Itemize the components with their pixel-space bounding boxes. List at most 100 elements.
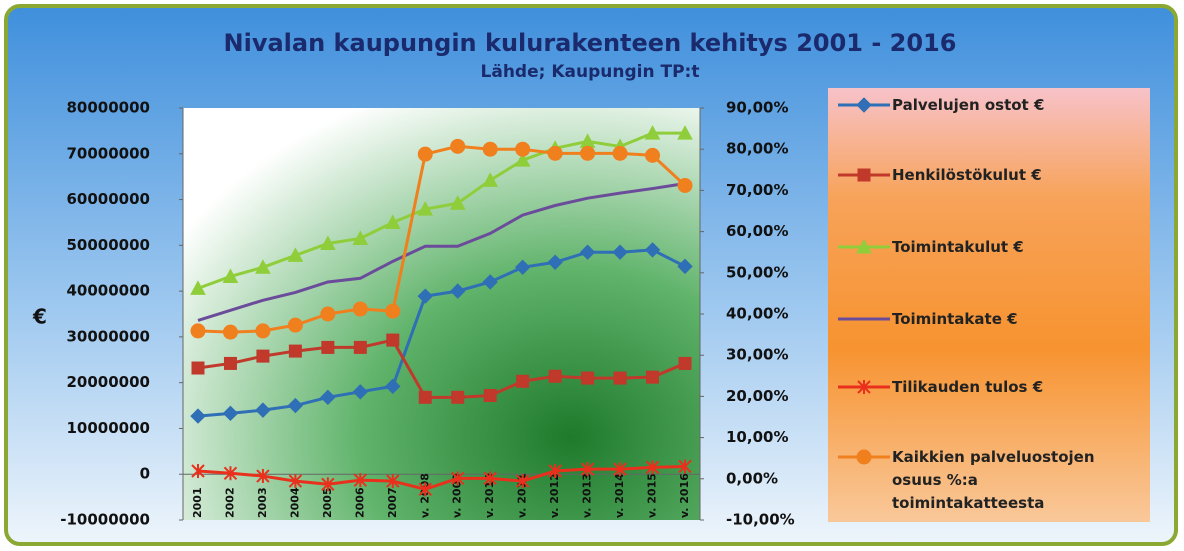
y2-tick-label: 90,00% bbox=[726, 99, 788, 117]
marker bbox=[288, 344, 302, 358]
y-tick-label: 80000000 bbox=[67, 99, 151, 117]
x-tick-label: 2005 bbox=[321, 487, 334, 518]
marker bbox=[191, 464, 205, 479]
y-tick-label: 10000000 bbox=[67, 419, 151, 437]
marker bbox=[255, 259, 271, 274]
y-tick-label: 70000000 bbox=[67, 144, 151, 162]
legend-item: Toimintakate € bbox=[836, 308, 1132, 331]
marker bbox=[644, 125, 661, 140]
legend-swatch bbox=[838, 380, 890, 394]
legend-item: Toimintakulut € bbox=[836, 236, 1132, 259]
marker bbox=[613, 371, 627, 385]
marker bbox=[857, 168, 871, 182]
marker bbox=[352, 230, 369, 245]
marker bbox=[547, 254, 563, 270]
marker bbox=[645, 460, 660, 475]
marker bbox=[352, 384, 369, 400]
series-line bbox=[197, 182, 686, 322]
legend-item: Kaikkien palveluostojen osuus %:a toimin… bbox=[836, 446, 1132, 515]
y2-tick-label: 30,00% bbox=[726, 346, 788, 364]
marker bbox=[418, 390, 432, 404]
marker bbox=[256, 349, 270, 363]
legend-swatch bbox=[838, 317, 890, 321]
series-line bbox=[197, 144, 687, 334]
marker bbox=[483, 471, 497, 486]
y-axis-label: € bbox=[32, 305, 47, 329]
chart-subtitle: Lähde; Kaupungin TP:t bbox=[481, 62, 700, 82]
marker bbox=[677, 258, 693, 275]
y-tick-label: 50000000 bbox=[67, 236, 151, 254]
y-tick-label: 0 bbox=[140, 465, 150, 483]
marker bbox=[548, 369, 562, 383]
marker bbox=[581, 371, 595, 385]
marker bbox=[320, 235, 336, 251]
x-tick-label: 2003 bbox=[256, 487, 269, 518]
legend-item: Tilikauden tulos € bbox=[836, 376, 1132, 399]
x-tick-label: v. 2009 bbox=[451, 473, 464, 518]
marker bbox=[483, 388, 497, 402]
series-line bbox=[197, 131, 685, 290]
marker bbox=[449, 195, 466, 210]
marker bbox=[353, 340, 367, 354]
x-tick-label: v. 2013 bbox=[581, 473, 594, 518]
marker bbox=[223, 356, 237, 370]
marker bbox=[352, 301, 368, 317]
marker bbox=[418, 482, 432, 497]
marker bbox=[353, 473, 368, 488]
marker bbox=[612, 244, 628, 260]
marker bbox=[451, 390, 465, 404]
x-tick-label: 2006 bbox=[353, 487, 366, 518]
marker bbox=[190, 408, 206, 424]
legend-label: Toimintakulut € bbox=[892, 238, 1024, 256]
marker bbox=[222, 324, 238, 340]
marker bbox=[287, 317, 303, 333]
y-tick-label: 60000000 bbox=[67, 190, 151, 208]
legend-swatch bbox=[838, 168, 890, 182]
legend-label: Toimintakate € bbox=[892, 310, 1018, 328]
marker bbox=[223, 466, 238, 481]
marker bbox=[320, 389, 336, 406]
legend-swatch bbox=[838, 449, 890, 465]
plot-area bbox=[183, 108, 700, 520]
marker bbox=[321, 477, 335, 492]
marker bbox=[386, 333, 400, 347]
marker bbox=[856, 238, 872, 254]
marker bbox=[612, 145, 628, 161]
x-tick-label: v. 2015 bbox=[646, 473, 659, 518]
series-line bbox=[197, 464, 686, 491]
marker bbox=[320, 306, 336, 322]
legend-item: Henkilöstökulut € bbox=[836, 164, 1132, 187]
marker bbox=[548, 464, 562, 479]
x-tick-label: v. 2012 bbox=[548, 473, 561, 518]
marker bbox=[547, 145, 563, 161]
marker bbox=[515, 474, 530, 489]
x-tick-label: 2004 bbox=[288, 487, 301, 518]
marker bbox=[482, 274, 498, 290]
x-tick-label: v. 2010 bbox=[483, 473, 496, 518]
y2-tick-label: 50,00% bbox=[726, 263, 788, 281]
y-tick-label: 40000000 bbox=[67, 282, 151, 300]
legend-label: Tilikauden tulos € bbox=[892, 378, 1044, 396]
marker bbox=[645, 147, 661, 163]
marker bbox=[321, 340, 335, 354]
series-line bbox=[197, 248, 686, 418]
y2-tick-label: 70,00% bbox=[726, 181, 788, 199]
marker bbox=[482, 141, 498, 157]
x-tick-label: 2001 bbox=[191, 487, 204, 518]
legend-item: Palvelujen ostot € bbox=[836, 94, 1132, 117]
y2-tick-label: 10,00% bbox=[726, 428, 788, 446]
y2-tick-label: 0,00% bbox=[726, 469, 778, 487]
marker bbox=[678, 459, 692, 474]
marker bbox=[384, 214, 401, 229]
marker bbox=[190, 323, 206, 339]
marker bbox=[287, 397, 304, 414]
marker bbox=[222, 405, 239, 422]
marker bbox=[256, 469, 270, 484]
marker bbox=[450, 283, 466, 299]
marker bbox=[857, 380, 871, 394]
marker bbox=[516, 374, 530, 388]
marker bbox=[385, 303, 401, 319]
legend-label: Palvelujen ostot € bbox=[892, 96, 1045, 114]
legend-label: Henkilöstökulut € bbox=[892, 166, 1042, 184]
marker bbox=[191, 361, 205, 375]
